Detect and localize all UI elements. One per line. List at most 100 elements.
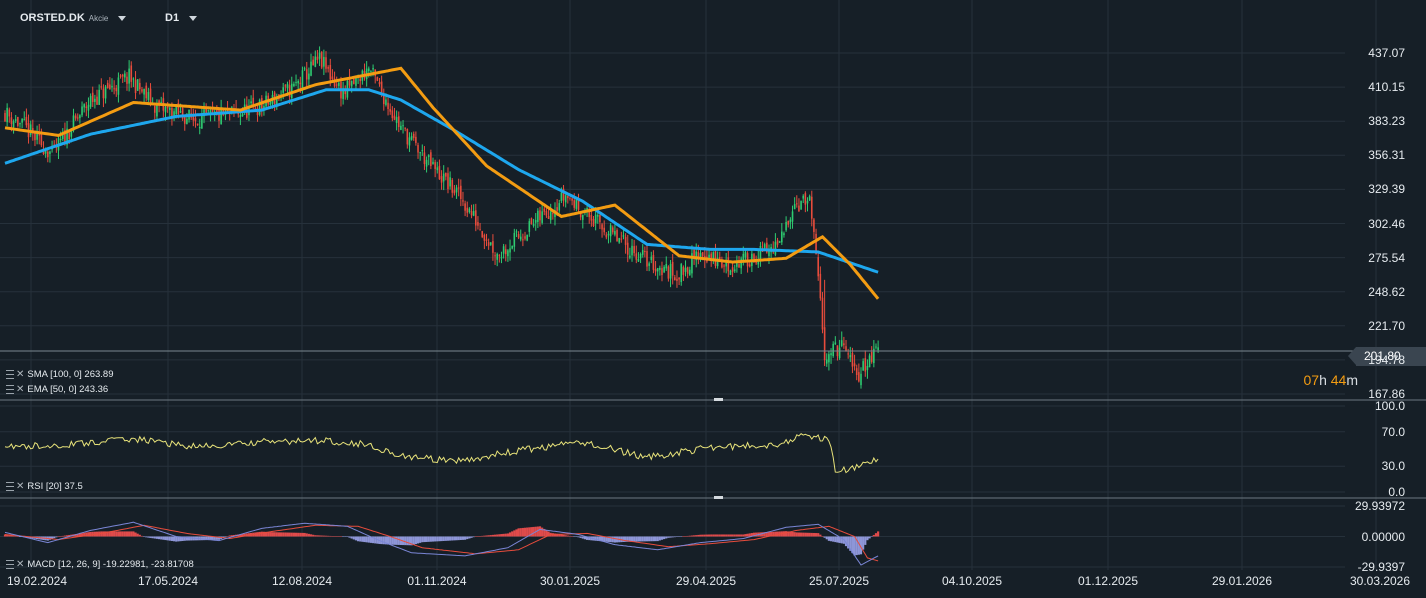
macd-hist-bar	[119, 531, 122, 537]
candle-body	[843, 343, 845, 346]
macd-hist-bar	[205, 536, 208, 541]
candle-body	[329, 65, 332, 80]
candle-body	[156, 103, 158, 117]
macd-hist-bar	[284, 532, 287, 537]
macd-hist-bar	[132, 531, 135, 537]
close-icon[interactable]: ✕	[16, 559, 25, 570]
macd-hist-bar	[720, 534, 723, 537]
candle-body	[183, 115, 186, 124]
macd-hist-bar	[667, 536, 670, 538]
macd-hist-bar	[703, 534, 706, 537]
macd-hist-bar	[128, 531, 131, 537]
macd-hist-bar	[472, 536, 475, 538]
candle-body	[380, 81, 383, 93]
macd-hist-bar	[547, 531, 550, 537]
settings-lines-icon[interactable]	[6, 369, 14, 379]
time-axis-label: 29.01.2026	[1211, 574, 1273, 588]
candle-body	[631, 245, 633, 256]
macd-hist-bar	[810, 532, 813, 537]
candle-body	[425, 159, 428, 167]
candle-body	[423, 152, 426, 165]
macd-hist-bar	[342, 536, 345, 537]
macd-hist-bar	[149, 536, 152, 538]
macd-hist-bar	[862, 536, 865, 550]
macd-hist-bar	[669, 536, 672, 538]
candle-body	[725, 260, 727, 267]
candle-body	[806, 200, 809, 204]
macd-hist-bar	[707, 534, 711, 537]
macd-hist-bar	[374, 536, 377, 544]
macd-hist-bar	[369, 536, 373, 543]
candle-body	[796, 203, 798, 205]
candle-body	[314, 56, 317, 67]
candle-body	[393, 115, 396, 120]
settings-lines-icon[interactable]	[6, 559, 14, 569]
macd-hist-bar	[622, 536, 625, 542]
candle-body	[697, 252, 700, 260]
macd-hist-bar	[455, 536, 458, 541]
candle-body	[862, 361, 864, 371]
macd-hist-bar	[365, 536, 368, 543]
candle-body	[344, 89, 347, 95]
macd-hist-bar	[145, 536, 148, 538]
macd-hist-bar	[485, 535, 488, 537]
settings-lines-icon[interactable]	[6, 384, 14, 394]
candle-body	[680, 264, 683, 283]
close-icon[interactable]: ✕	[16, 384, 25, 395]
settings-lines-icon[interactable]	[6, 481, 14, 491]
macd-hist-bar	[329, 535, 332, 537]
candle-body	[59, 138, 62, 140]
macd-hist-bar	[648, 536, 651, 542]
macd-hist-bar	[470, 536, 473, 538]
candle-body	[661, 268, 663, 276]
candle-body	[543, 208, 546, 212]
candle-body	[378, 82, 381, 85]
candle-body	[676, 278, 678, 281]
macd-hist-bar	[303, 532, 306, 537]
macd-hist-bar	[200, 536, 203, 541]
candle-body	[637, 259, 640, 262]
macd-hist-bar	[168, 536, 171, 541]
candle-body	[198, 127, 201, 129]
candle-body	[136, 79, 139, 91]
candle-body	[29, 124, 32, 135]
symbol-selector[interactable]: ORSTED.DK Akcie	[20, 12, 127, 24]
candle-body	[207, 110, 210, 112]
macd-hist-bar	[787, 531, 790, 537]
macd-hist-bar	[583, 536, 587, 540]
instrument-type: Akcie	[88, 14, 109, 23]
candle-body	[25, 116, 28, 126]
candle-body	[742, 253, 745, 262]
macd-hist-bar	[113, 531, 116, 537]
macd-hist-bar	[558, 534, 561, 537]
candle-body	[17, 116, 19, 126]
macd-hist-bar	[727, 534, 730, 537]
candle-body	[736, 261, 738, 267]
candle-body	[335, 84, 338, 86]
macd-hist-bar	[322, 535, 325, 537]
macd-hist-bar	[710, 534, 713, 537]
candle-body	[776, 240, 779, 245]
candle-body	[618, 238, 620, 243]
macd-hist-bar	[241, 533, 244, 537]
ema-label: EMA [50, 0] 243.36	[27, 384, 109, 395]
close-icon[interactable]: ✕	[16, 481, 25, 492]
macd-hist-bar	[279, 532, 283, 537]
macd-hist-bar	[354, 536, 358, 541]
macd-hist-bar	[545, 530, 548, 537]
macd-hist-bar	[656, 536, 659, 542]
timeframe-selector[interactable]: D1	[165, 12, 198, 24]
macd-hist-bar	[245, 533, 248, 537]
macd-hist-bar	[802, 532, 805, 537]
macd-hist-bar	[716, 534, 719, 537]
macd-hist-bar	[637, 536, 640, 542]
price-axis-label: 221.70	[1368, 318, 1405, 333]
macd-hist-bar	[874, 533, 878, 537]
macd-hist-bar	[735, 534, 738, 537]
candle-body	[216, 107, 218, 113]
macd-hist-bar	[562, 534, 565, 537]
macd-hist-bar	[65, 535, 69, 537]
close-icon[interactable]: ✕	[16, 369, 25, 380]
macd-hist-bar	[453, 536, 456, 541]
